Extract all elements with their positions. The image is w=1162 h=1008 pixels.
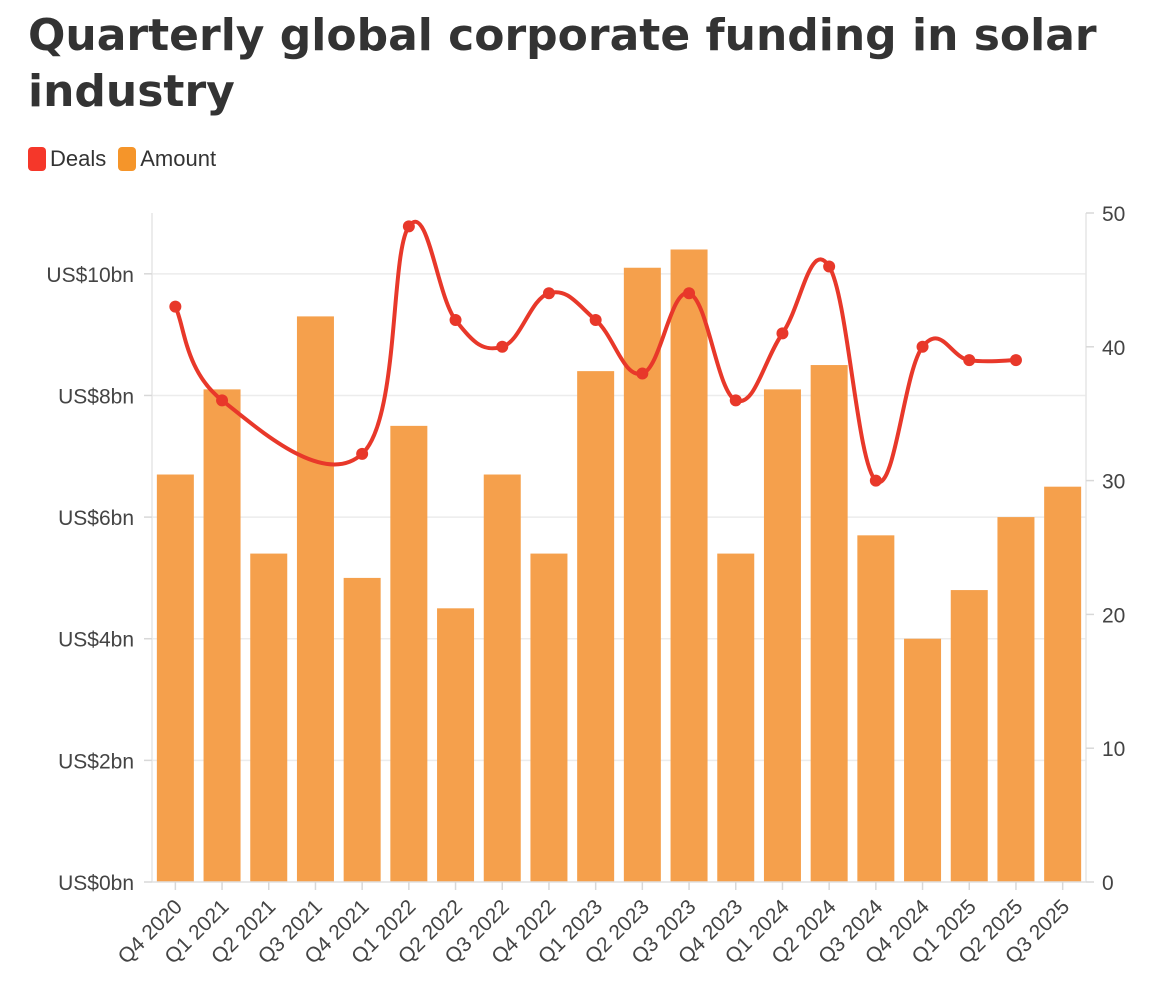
chart-title: Quarterly global corporate funding in so…: [28, 10, 1097, 117]
y-left-tick-label: US$0bn: [58, 872, 134, 895]
bar-amount[interactable]: [530, 553, 568, 882]
bar-amount[interactable]: [390, 425, 428, 882]
bar-amount[interactable]: [670, 249, 708, 882]
legend-swatch-deals: [28, 147, 46, 171]
legend: Deals Amount: [28, 146, 216, 172]
y-left-tick-label: US$2bn: [58, 750, 134, 773]
legend-item-deals[interactable]: Deals: [28, 146, 106, 172]
deals-point[interactable]: [216, 394, 229, 407]
deals-point[interactable]: [729, 394, 742, 407]
legend-item-amount[interactable]: Amount: [118, 146, 216, 172]
deals-point[interactable]: [169, 300, 182, 313]
y-right-tick-label: 20: [1102, 604, 1125, 627]
deals-point[interactable]: [869, 474, 882, 487]
bar-amount[interactable]: [763, 389, 801, 882]
bar-amount[interactable]: [156, 474, 194, 882]
bar-amount[interactable]: [1044, 486, 1082, 882]
deals-point[interactable]: [589, 314, 602, 327]
bar-amount[interactable]: [203, 389, 241, 882]
bars: [156, 249, 1082, 883]
deals-point[interactable]: [542, 287, 555, 300]
legend-label-amount: Amount: [140, 146, 217, 171]
y-left-tick-label: US$4bn: [58, 629, 134, 652]
y-right-tick-label: 30: [1102, 471, 1125, 494]
bar-amount[interactable]: [950, 590, 988, 882]
bar-amount[interactable]: [343, 577, 381, 882]
y-right-tick-label: 40: [1102, 337, 1125, 360]
y-right-tick-label: 0: [1102, 872, 1114, 895]
y-left-tick-label: US$8bn: [58, 385, 134, 408]
y-left-tick-label: US$6bn: [58, 507, 134, 530]
deals-line-group: [169, 220, 1022, 487]
gridlines: [152, 273, 1086, 762]
deals-point[interactable]: [402, 220, 415, 233]
deals-point[interactable]: [356, 447, 369, 460]
deals-point[interactable]: [776, 327, 789, 340]
deals-point[interactable]: [449, 314, 462, 327]
deals-point[interactable]: [636, 367, 649, 380]
bar-amount[interactable]: [997, 517, 1035, 882]
bar-amount[interactable]: [437, 608, 475, 882]
bar-amount[interactable]: [483, 474, 521, 882]
y-right-tick-label: 50: [1102, 203, 1125, 226]
deals-point[interactable]: [823, 260, 836, 273]
bar-amount[interactable]: [717, 553, 755, 882]
y-right-tick-label: 10: [1102, 738, 1125, 761]
bar-amount[interactable]: [250, 553, 288, 882]
legend-label-deals: Deals: [50, 146, 107, 171]
deals-point[interactable]: [496, 340, 509, 353]
deals-point[interactable]: [916, 340, 929, 353]
legend-swatch-amount: [118, 147, 137, 171]
deals-point[interactable]: [1009, 354, 1022, 367]
deals-point[interactable]: [963, 354, 976, 367]
bar-amount[interactable]: [296, 316, 334, 883]
bar-amount[interactable]: [904, 638, 942, 882]
bar-amount[interactable]: [577, 371, 615, 882]
bar-amount[interactable]: [857, 535, 895, 882]
bar-amount[interactable]: [810, 365, 848, 883]
deals-point[interactable]: [683, 287, 696, 300]
y-left-tick-label: US$10bn: [46, 264, 134, 287]
